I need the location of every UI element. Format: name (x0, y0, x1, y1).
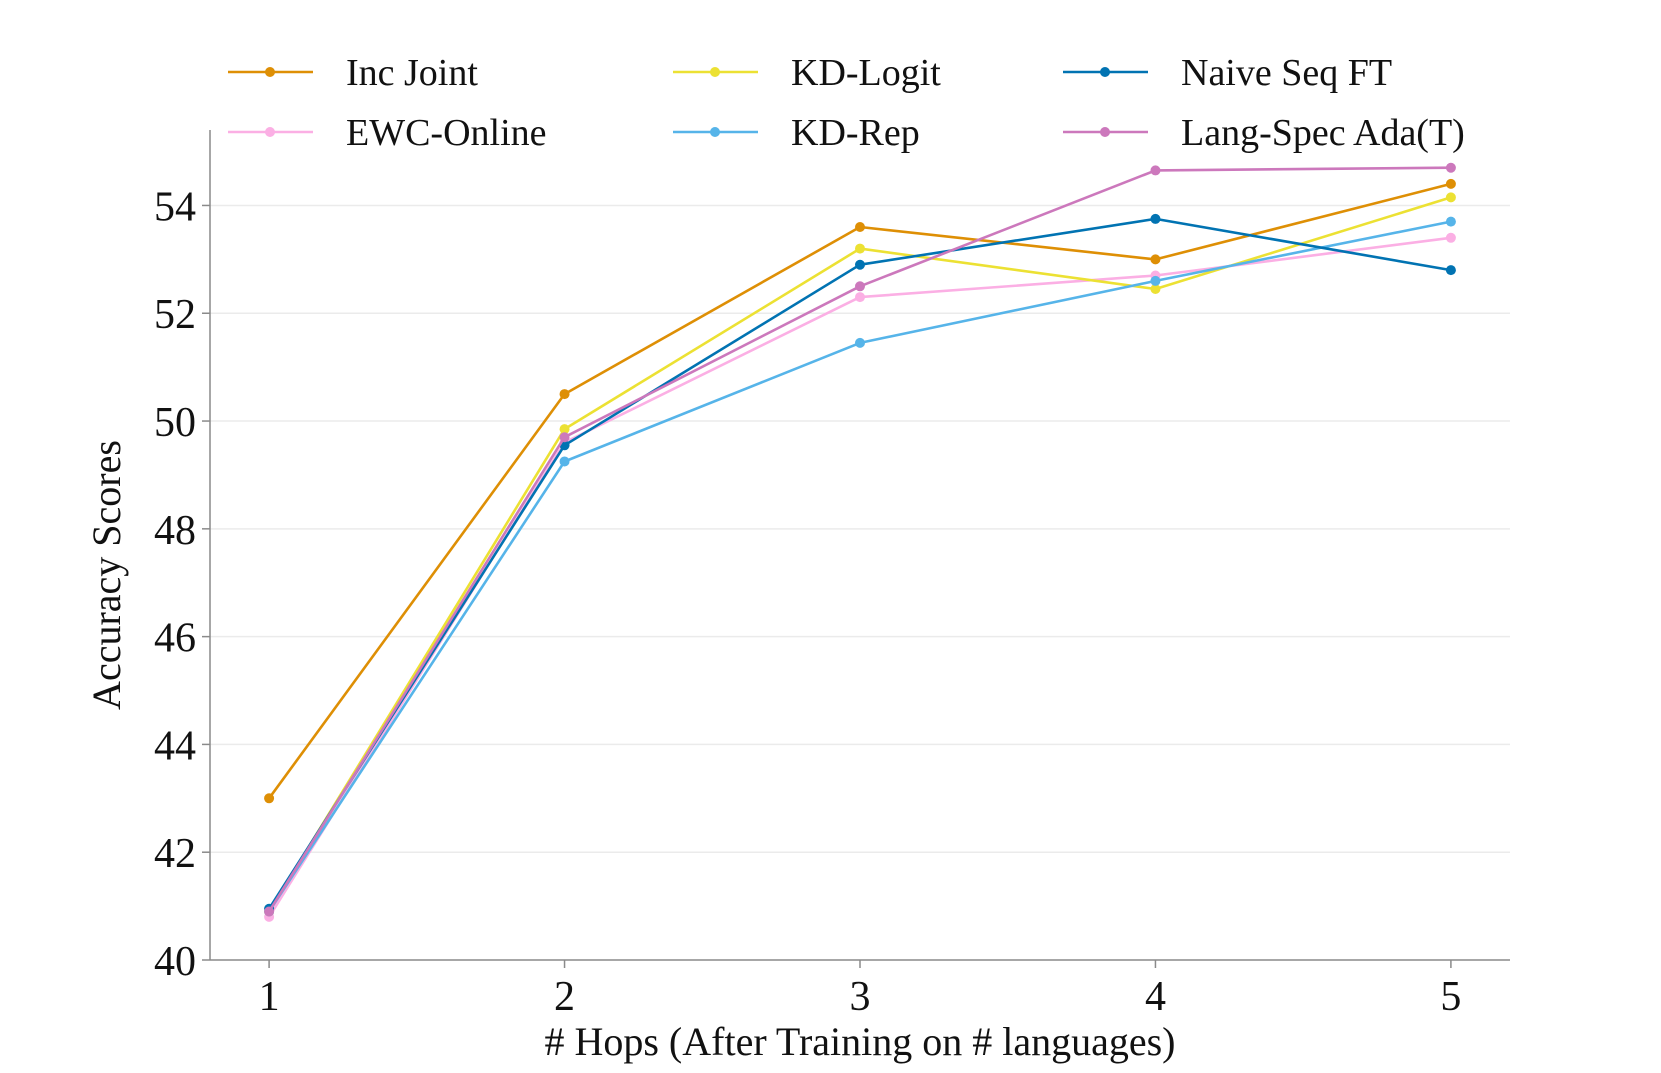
series-naive-seq-ft (264, 213, 1456, 914)
grid-lines (210, 204, 1510, 853)
legend-label: Naive Seq FT (1181, 52, 1392, 94)
legend-label: KD-Rep (791, 112, 920, 154)
legend-item-kd-rep: KD-Rep (673, 112, 920, 154)
legend-label: KD-Logit (791, 52, 941, 94)
y-tick-label: 50 (154, 400, 196, 446)
data-point-naive-seq-ft (1150, 213, 1161, 224)
data-point-lang-spec-ada-t (559, 432, 570, 443)
legend-marker (1100, 67, 1110, 77)
y-tick-label: 40 (154, 939, 196, 985)
y-ticks: 40 42 44 46 48 50 52 54 (154, 184, 210, 985)
series-line-naive-seq-ft (268, 217, 1452, 910)
data-point-kd-rep (855, 337, 865, 348)
data-point-naive-seq-ft (1445, 265, 1456, 276)
y-tick-label: 44 (154, 723, 196, 769)
data-point-ewc-online (1445, 232, 1456, 243)
legend-label: Inc Joint (346, 52, 478, 94)
series-lang-spec-ada-t (264, 162, 1456, 917)
data-point-inc-joint (264, 793, 275, 804)
data-point-kd-rep (1150, 275, 1161, 286)
series-line-inc-joint (268, 182, 1452, 800)
legend-item-kd-logit: KD-Logit (673, 52, 941, 94)
legend-item-lang-spec-ada-t: Lang-Spec Ada(T) (1063, 112, 1465, 154)
y-axis-title: Accuracy Scores (84, 440, 129, 710)
y-tick-label: 46 (154, 616, 196, 662)
series-line-kd-rep (268, 220, 1452, 913)
data-point-kd-rep (1445, 216, 1456, 227)
legend-marker (710, 127, 720, 137)
x-tick-label: 3 (850, 974, 871, 1020)
x-tick-label: 4 (1145, 974, 1166, 1020)
series-inc-joint (264, 178, 1456, 804)
data-point-kd-logit (1445, 192, 1456, 203)
x-tick-label: 2 (554, 974, 575, 1020)
data-point-inc-joint (1445, 178, 1456, 189)
data-point-inc-joint (855, 222, 865, 233)
series-ewc-online (264, 232, 1456, 922)
data-point-kd-logit (559, 424, 570, 435)
x-axis-title: # Hops (After Training on # languages) (544, 1019, 1175, 1064)
series-line-lang-spec-ada-t (267, 166, 1451, 913)
legend-item-naive-seq-ft: Naive Seq FT (1063, 52, 1392, 94)
data-point-inc-joint (559, 389, 570, 400)
legend-marker (265, 67, 275, 77)
legend-label: EWC-Online (346, 112, 547, 154)
y-tick-label: 52 (154, 292, 196, 338)
y-tick-label: 54 (154, 184, 196, 230)
data-point-lang-spec-ada-t (1445, 162, 1456, 173)
legend-marker (1100, 127, 1110, 137)
x-tick-label: 1 (259, 974, 280, 1020)
series-kd-rep (264, 216, 1456, 917)
data-point-lang-spec-ada-t (855, 281, 865, 292)
data-point-lang-spec-ada-t (1150, 165, 1161, 176)
legend-item-inc-joint: Inc Joint (228, 52, 478, 94)
y-tick-label: 48 (154, 508, 196, 554)
x-tick-label: 5 (1440, 974, 1461, 1020)
y-tick-label: 42 (154, 831, 196, 877)
data-point-kd-logit (1150, 283, 1161, 294)
data-point-ewc-online (855, 292, 865, 303)
x-ticks: 1 2 3 4 5 (259, 960, 1461, 1020)
legend-label: Lang-Spec Ada(T) (1181, 112, 1465, 154)
series-lines (264, 162, 1456, 922)
data-point-inc-joint (1150, 254, 1161, 265)
data-point-lang-spec-ada-t (264, 906, 275, 917)
data-point-naive-seq-ft (855, 259, 865, 270)
data-point-kd-logit (855, 243, 865, 254)
data-point-kd-rep (559, 456, 570, 467)
legend-item-ewc-online: EWC-Online (228, 112, 547, 154)
legend-marker (265, 127, 275, 137)
legend: Inc Joint EWC-Online KD-Logit KD-Rep Naive S… (228, 52, 1465, 154)
legend-marker (710, 67, 720, 77)
